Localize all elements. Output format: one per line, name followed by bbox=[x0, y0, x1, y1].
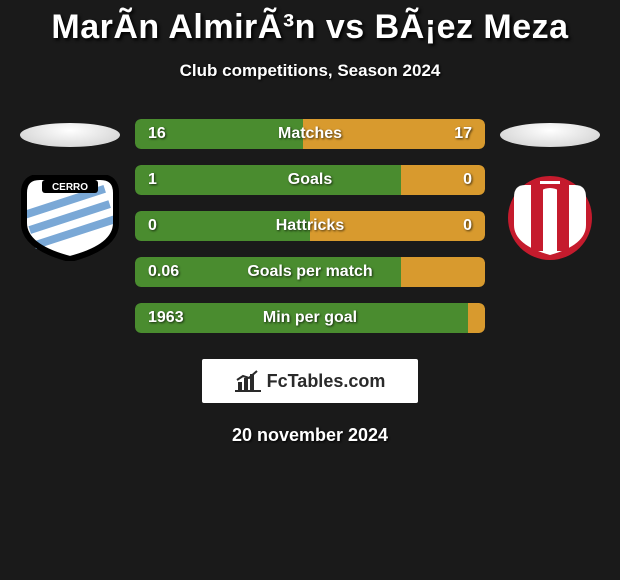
subtitle: Club competitions, Season 2024 bbox=[0, 61, 620, 81]
stat-row: 1963Min per goal bbox=[135, 303, 485, 333]
cerro-shield-icon: CERRO bbox=[20, 175, 120, 261]
stat-label: Hattricks bbox=[135, 217, 485, 235]
brand-badge[interactable]: FcTables.com bbox=[202, 359, 418, 403]
left-side: CERRO bbox=[20, 119, 120, 261]
stat-row: 0.06Goals per match bbox=[135, 257, 485, 287]
brand-text: FcTables.com bbox=[267, 371, 386, 392]
main-area: CERRO 16Matches171Goals00Hattricks00.06G… bbox=[0, 119, 620, 333]
svg-text:CERRO: CERRO bbox=[52, 182, 88, 193]
stat-label: Goals bbox=[135, 171, 485, 189]
page-title: MarÃ­n AlmirÃ³n vs BÃ¡ez Meza bbox=[0, 8, 620, 47]
stat-value-right: 0 bbox=[463, 217, 472, 235]
stat-row: 0Hattricks0 bbox=[135, 211, 485, 241]
stats-column: 16Matches171Goals00Hattricks00.06Goals p… bbox=[135, 119, 485, 333]
comparison-card: MarÃ­n AlmirÃ³n vs BÃ¡ez Meza Club compe… bbox=[0, 0, 620, 446]
stat-value-right: 0 bbox=[463, 171, 472, 189]
stat-row: 16Matches17 bbox=[135, 119, 485, 149]
right-player-photo bbox=[500, 123, 600, 147]
stat-value-right: 17 bbox=[454, 125, 472, 143]
date-text: 20 november 2024 bbox=[0, 425, 620, 446]
stat-label: Goals per match bbox=[135, 263, 485, 281]
stat-label: Matches bbox=[135, 125, 485, 143]
stat-row: 1Goals0 bbox=[135, 165, 485, 195]
river-shield-icon bbox=[500, 175, 600, 261]
stat-label: Min per goal bbox=[135, 309, 485, 327]
left-club-logo: CERRO bbox=[20, 175, 120, 261]
right-club-logo bbox=[500, 175, 600, 261]
left-player-photo bbox=[20, 123, 120, 147]
right-side bbox=[500, 119, 600, 261]
brand-chart-icon bbox=[235, 370, 261, 392]
